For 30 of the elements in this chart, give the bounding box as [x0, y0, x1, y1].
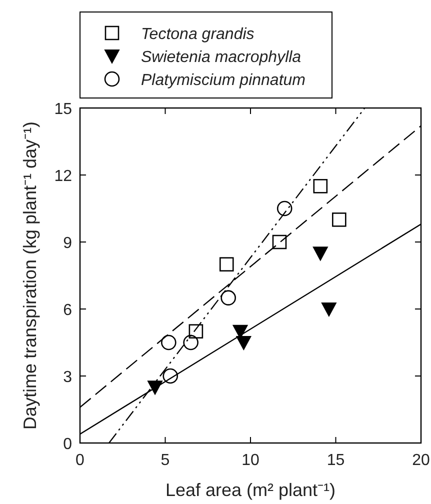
y-tick-label: 3: [63, 369, 72, 386]
point: [183, 334, 198, 350]
point: [188, 324, 204, 338]
y-tick-label: 12: [54, 168, 72, 185]
point: [276, 200, 292, 216]
point: [161, 334, 176, 350]
point: [312, 246, 328, 261]
legend-label: Platymiscium pinnatum: [141, 72, 306, 89]
point: [220, 290, 236, 306]
point: [321, 302, 336, 316]
y-tick-label: 15: [54, 101, 72, 118]
legend-label: Tectona grandis: [141, 26, 254, 43]
y-tick-label: 9: [63, 235, 72, 252]
y-tick-label: 0: [63, 436, 72, 453]
point: [148, 380, 163, 395]
x-tick-label: 5: [160, 452, 170, 469]
x-axis-title: Leaf area (m² plant⁻¹): [165, 480, 336, 500]
point: [332, 212, 346, 227]
y-axis-title: Daytime transpiration (kg plant⁻¹ day⁻¹): [20, 121, 40, 430]
point: [272, 234, 287, 250]
y-tick-label: 6: [63, 302, 72, 319]
point: [236, 336, 252, 350]
x-tick-label: 10: [242, 452, 260, 469]
point: [162, 368, 178, 384]
x-tick-label: 0: [76, 452, 85, 469]
x-tick-label: 20: [412, 452, 430, 469]
x-tick-label: 15: [326, 452, 345, 469]
point: [313, 179, 328, 194]
legend-label: Swietenia macrophylla: [141, 49, 302, 66]
point: [219, 257, 234, 272]
